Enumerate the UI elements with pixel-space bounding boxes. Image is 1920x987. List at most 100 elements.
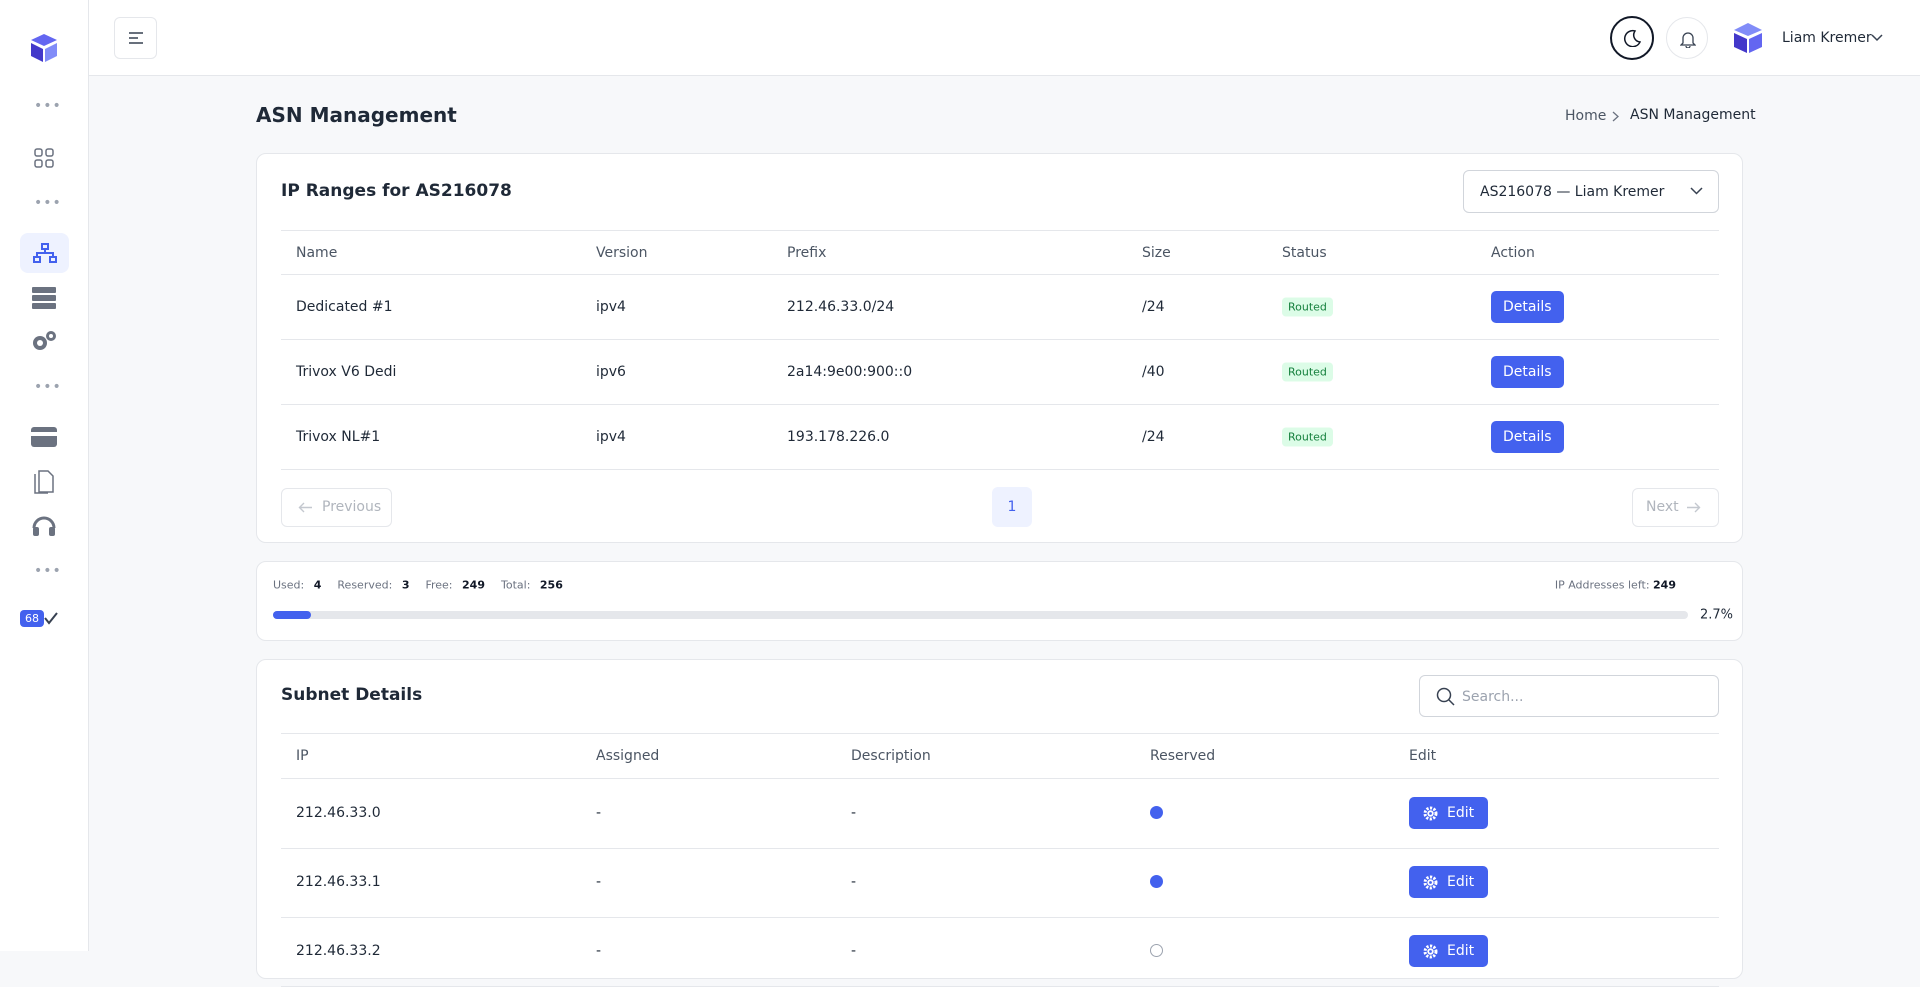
column-header: Size [1142, 245, 1171, 261]
page: ••• ••• ••• ••• 68 Liam Kremer ASN Manag… [20, 0, 1920, 987]
next-arrow [1687, 502, 1701, 513]
status-badge: Routed [1282, 362, 1333, 382]
selector-chevron [1690, 187, 1703, 195]
cell: Trivox NL#1 [296, 429, 381, 445]
cell: 212.46.33.0/24 [787, 299, 895, 315]
separator: ••• [34, 98, 62, 114]
row-divider [281, 404, 1719, 405]
table-divider [281, 733, 1719, 734]
cell: 212.46.33.1 [296, 874, 381, 890]
documents-icon[interactable] [34, 470, 54, 494]
search-box[interactable] [1419, 675, 1719, 717]
breadcrumb-current: ASN Management [1630, 107, 1756, 123]
theme-toggle[interactable] [1610, 16, 1654, 60]
gear-icon [1423, 875, 1438, 890]
next-button[interactable] [1632, 488, 1719, 527]
column-header: Edit [1409, 748, 1437, 764]
top-bar: Liam Kremer [89, 0, 1920, 76]
row-divider [281, 339, 1719, 340]
breadcrumb-home[interactable]: Home [1565, 108, 1607, 124]
previous-label: Previous [322, 499, 382, 515]
gear-icon [1423, 944, 1438, 959]
edit-label: Edit [1447, 943, 1475, 959]
menu-button[interactable] [114, 17, 157, 59]
search-icon [1436, 687, 1455, 706]
search-placeholder: Search... [1462, 689, 1524, 705]
status-badge: Routed [1282, 427, 1333, 447]
row-divider [281, 848, 1719, 849]
gear-icon [1423, 806, 1438, 821]
cell: /24 [1142, 299, 1165, 315]
cell: - [596, 943, 602, 959]
cell: - [596, 874, 602, 890]
left-label-text: IP Addresses left: [1554, 578, 1650, 592]
table-divider [281, 778, 1719, 779]
separator: ••• [34, 379, 62, 395]
cell: - [596, 805, 602, 821]
dashboard-icon[interactable] [34, 148, 54, 168]
support-icon[interactable] [31, 513, 57, 539]
reserved-indicator [1150, 875, 1163, 888]
servers-icon[interactable] [32, 287, 56, 309]
usage-percent: 2.7% [1700, 607, 1734, 623]
column-header: Status [1282, 245, 1327, 261]
cell: Dedicated #1 [296, 299, 393, 315]
column-header: Prefix [787, 245, 827, 261]
stat: Used: 4 [273, 579, 321, 592]
card-title: Subnet Details [281, 685, 423, 705]
details-button[interactable]: Details [1491, 356, 1564, 388]
page-number[interactable]: 1 [992, 487, 1032, 527]
cell: /24 [1142, 429, 1165, 445]
stat-value: 249 [462, 578, 485, 592]
table-divider [281, 274, 1719, 275]
left-label: IP Addresses left: 249 [1555, 579, 1676, 592]
asn-selector[interactable] [1463, 170, 1719, 213]
column-header: Description [851, 748, 931, 764]
badge: 68 [20, 610, 44, 627]
stat-label: Reserved: [337, 578, 393, 592]
billing-icon[interactable] [31, 427, 57, 447]
avatar [1734, 23, 1762, 53]
card-title: IP Ranges for AS216078 [281, 181, 512, 201]
cell: Trivox V6 Dedi [296, 364, 397, 380]
stat: Reserved: 3 [337, 579, 409, 592]
reserved-indicator [1150, 806, 1163, 819]
cell: 2a14:9e00:900::0 [787, 364, 913, 380]
ip-ranges-card [256, 153, 1743, 543]
details-button[interactable]: Details [1491, 421, 1564, 453]
cell: - [851, 805, 857, 821]
notifications[interactable] [1666, 17, 1708, 59]
column-header: Assigned [596, 748, 660, 764]
stat-value: 4 [313, 578, 322, 592]
usage-track [273, 611, 1688, 619]
row-divider [281, 917, 1719, 918]
settings-icon[interactable] [31, 330, 57, 352]
column-header: Action [1491, 245, 1535, 261]
cell: /40 [1142, 364, 1165, 380]
details-button[interactable]: Details [1491, 291, 1564, 323]
edit-button[interactable]: Edit [1409, 935, 1489, 967]
cell: 212.46.33.0 [296, 805, 381, 821]
edit-button[interactable]: Edit [1409, 797, 1489, 829]
stat-label: Used: [273, 578, 305, 592]
network-icon[interactable] [20, 233, 69, 273]
separator: ••• [34, 195, 62, 211]
previous-button[interactable] [281, 488, 392, 527]
logo [31, 34, 57, 62]
asn-selector-text: AS216078 — Liam Kremer [1480, 184, 1665, 200]
edit-label: Edit [1447, 874, 1475, 890]
page-title: ASN Management [256, 103, 457, 127]
user-menu-chevron[interactable] [1871, 34, 1883, 42]
cell: ipv4 [596, 429, 626, 445]
user-name[interactable]: Liam Kremer [1782, 30, 1872, 46]
left-value: 249 [1653, 578, 1676, 592]
cell: - [851, 943, 857, 959]
cell: 193.178.226.0 [787, 429, 890, 445]
stat: Total: 256 [501, 579, 563, 592]
edit-button[interactable]: Edit [1409, 866, 1489, 898]
stat: Free: 249 [425, 579, 485, 592]
cell: ipv4 [596, 299, 626, 315]
stat-label: Free: [425, 578, 453, 592]
badge-icon [44, 612, 58, 625]
column-header: Reserved [1150, 748, 1216, 764]
